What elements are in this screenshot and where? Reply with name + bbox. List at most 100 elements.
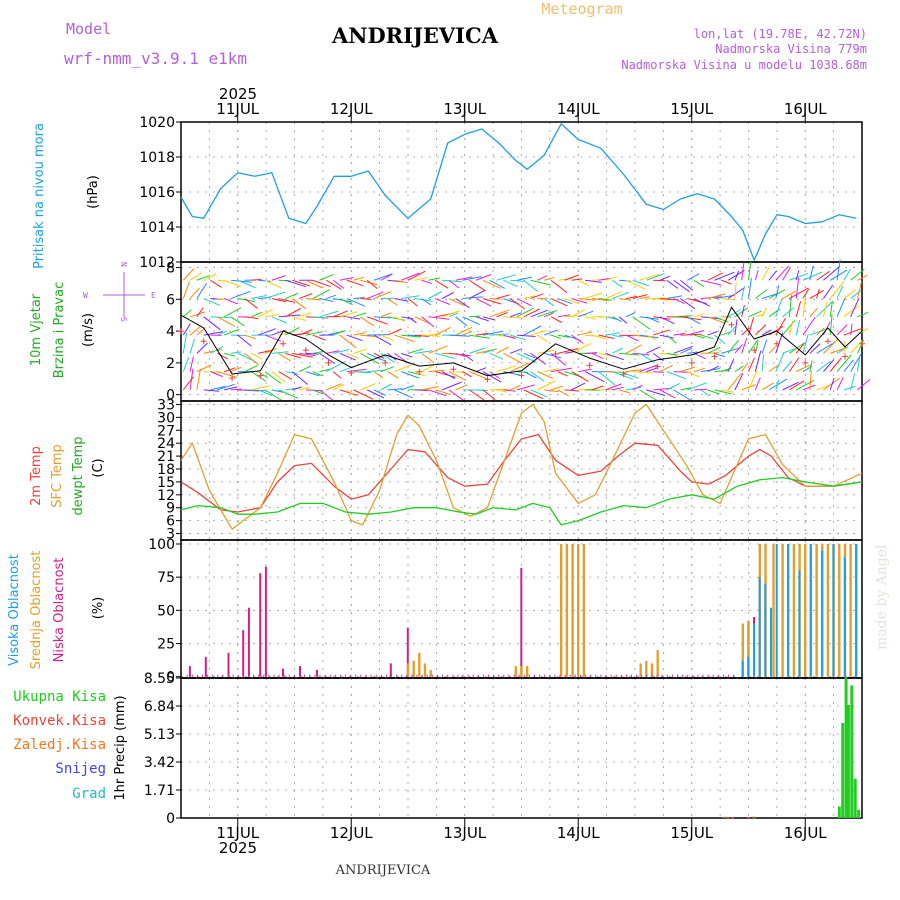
pressure-ylabel-main: Pritisak na nivou mora	[32, 123, 47, 269]
gust-marker	[302, 347, 309, 354]
wind-arrow	[591, 334, 608, 340]
wind-arrow	[237, 334, 252, 347]
cloud-bar	[798, 570, 801, 677]
wind-arrow	[782, 267, 791, 281]
wind-arrow	[346, 298, 366, 307]
wind-arrow	[332, 310, 348, 318]
cloud-bar	[787, 544, 789, 677]
wind-arrow	[639, 389, 658, 401]
cloud-bar	[207, 674, 209, 677]
wind-arrow	[768, 363, 780, 373]
precip-bar	[857, 809, 861, 818]
cloud-bar	[365, 674, 367, 677]
wind-arrow	[829, 357, 842, 372]
wind-arrow	[489, 279, 506, 289]
wind-arrow	[741, 305, 745, 317]
y-tick-label: 12	[157, 488, 175, 504]
wind-arrow	[714, 352, 726, 358]
wind-ylabel-1: 10m Vjetar	[29, 293, 44, 366]
wind-arrow	[503, 371, 523, 377]
cloud-bar	[477, 674, 479, 677]
cloud-bar	[625, 674, 627, 677]
wind-arrow	[237, 279, 256, 289]
bottom-day-labels: 11JUL 12JUL 13JUL 14JUL 15JUL 16JUL	[216, 818, 827, 842]
bottom-day-label: 15JUL	[670, 824, 713, 842]
wind-arrow	[366, 291, 384, 300]
wind-arrow	[312, 371, 323, 377]
cloud-bar	[314, 674, 316, 677]
wind-arrow	[557, 371, 568, 377]
wind-arrow	[278, 352, 291, 362]
cloud-bar	[838, 544, 841, 677]
wind-arrow	[373, 334, 392, 346]
wind-arrow	[816, 384, 831, 391]
cloud-bar	[429, 670, 432, 677]
wind-arrow	[401, 385, 415, 391]
wind-arrow	[435, 326, 451, 336]
wind-arrow	[509, 384, 521, 391]
wind-arrow	[373, 352, 385, 359]
wind-arrow	[353, 312, 367, 318]
wind-arrow	[591, 298, 609, 302]
cloud-bar	[498, 674, 500, 677]
gust-marker	[586, 362, 593, 369]
wind-arrow	[312, 279, 331, 288]
precip-legend-frozen: Zaledj.Kisa	[13, 737, 106, 753]
wind-arrow	[455, 276, 473, 281]
wind-arrow	[721, 279, 732, 285]
wind-arrow	[223, 298, 238, 305]
wind-arrow	[326, 279, 342, 290]
wind-arrow	[353, 389, 374, 400]
wind-arrow	[857, 311, 869, 318]
wind-arrow	[455, 326, 473, 336]
y-tick-label: 0	[166, 670, 175, 686]
wind-arrow	[537, 371, 554, 380]
y-tick-label: 30	[157, 410, 175, 426]
cloud-bar	[580, 674, 581, 677]
wind-arrow	[319, 310, 339, 318]
wind-arrow	[482, 316, 496, 321]
wind-arrow	[741, 327, 750, 336]
wind-arrow	[666, 352, 677, 356]
wind-arrow	[476, 389, 488, 392]
panel-frame	[180, 677, 863, 819]
wind-arrow	[557, 314, 570, 318]
wind-arrow	[312, 389, 324, 395]
wind-arrow	[251, 278, 262, 281]
wind-arrow	[557, 334, 570, 338]
wind-arrow	[278, 389, 299, 399]
wind-arrow	[809, 307, 818, 318]
cloud-bar	[442, 674, 443, 677]
wind-arrow	[278, 332, 290, 336]
cloud-bar	[411, 674, 413, 677]
wind-arrow	[741, 337, 748, 354]
cloud-bar	[263, 674, 265, 677]
wind-arrow	[292, 386, 302, 391]
cloud-bar	[227, 652, 230, 677]
cloud-bar	[600, 674, 602, 677]
wind-arrow	[196, 342, 208, 354]
wind-arrow	[407, 270, 426, 281]
wind-arrow	[523, 295, 536, 300]
cloud-bar	[809, 544, 812, 677]
wind-arrow	[802, 384, 816, 391]
cloud-bar	[447, 674, 449, 677]
wind-arrow	[530, 371, 545, 382]
wind-arrow	[332, 383, 345, 391]
cloud-bar	[467, 674, 469, 677]
wind-arrow	[441, 292, 454, 299]
cloud-bar	[188, 666, 191, 677]
wind-arrow	[326, 383, 342, 391]
wind-arrow	[448, 279, 460, 289]
wind-arrow	[264, 348, 277, 354]
wind-arrow	[407, 298, 418, 307]
wind-arrow	[312, 334, 326, 341]
wind-arrow	[857, 274, 868, 281]
wind-arrow	[230, 316, 245, 327]
cloud-bar	[651, 674, 653, 677]
wind-arrow	[298, 387, 311, 391]
wind-arrow	[394, 316, 404, 322]
wind-arrow	[700, 352, 720, 354]
elevation-label: Nadmorska Visina 779m	[715, 42, 867, 56]
precip-bar	[837, 806, 841, 818]
